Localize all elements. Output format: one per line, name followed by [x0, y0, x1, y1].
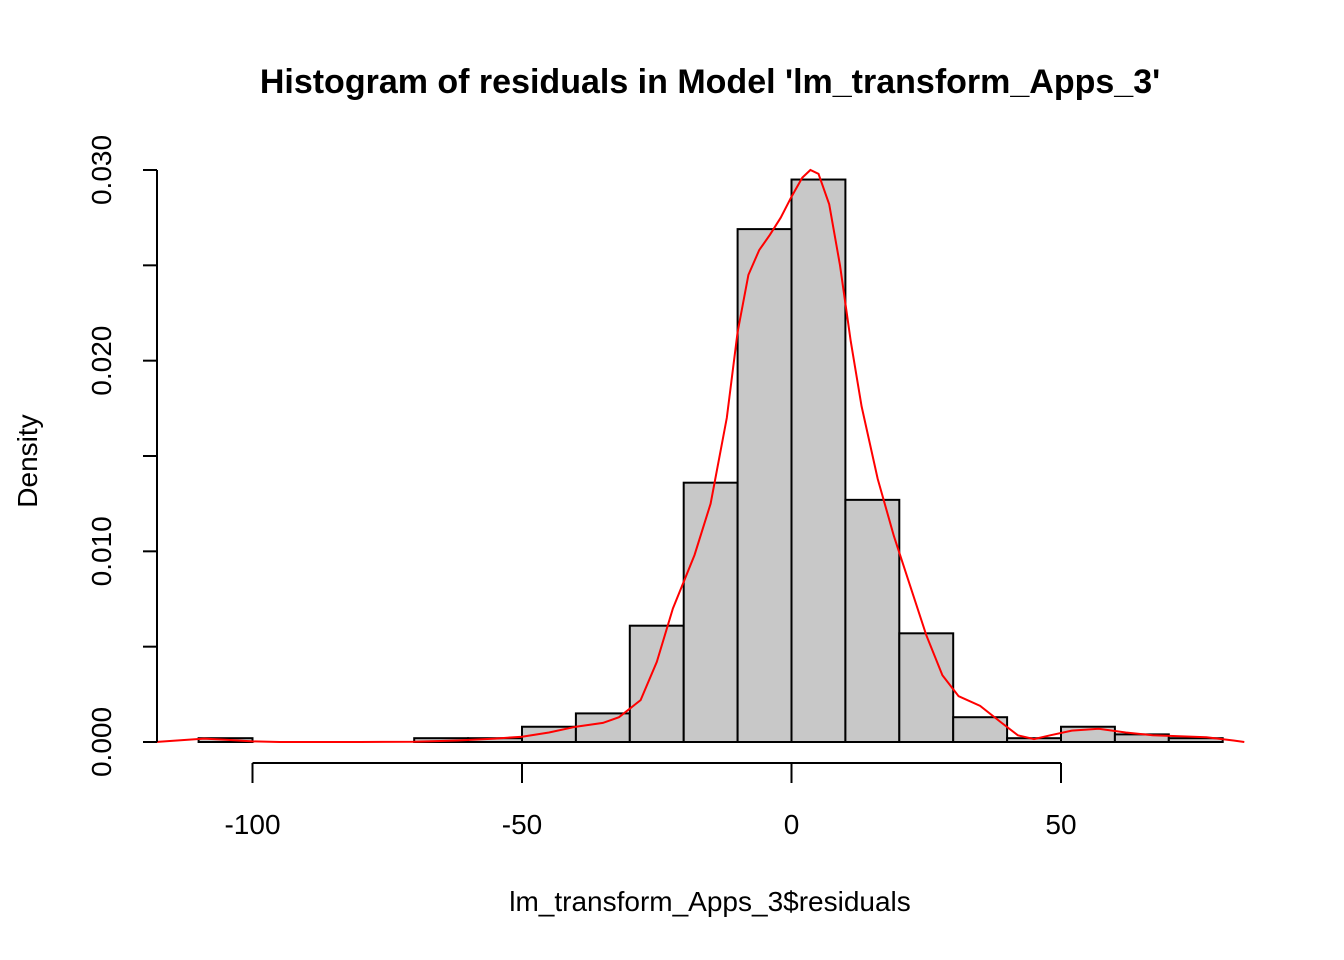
- y-tick-label: 0.030: [86, 135, 117, 205]
- x-axis-label: lm_transform_Apps_3$residuals: [509, 886, 911, 917]
- histogram-bars: [197, 178, 1224, 744]
- x-tick-label: -50: [502, 809, 542, 840]
- x-tick-label: 50: [1045, 809, 1076, 840]
- histogram-bar: [790, 178, 847, 744]
- histogram-bar: [628, 624, 685, 744]
- histogram-bar: [682, 481, 739, 743]
- x-tick-label: 0: [784, 809, 800, 840]
- histogram-bar: [898, 632, 955, 744]
- y-axis-label: Density: [12, 414, 43, 507]
- y-axis: 0.000 0.010 0.020 0.030: [86, 135, 158, 777]
- histogram-bar: [844, 498, 901, 743]
- x-axis: -100 -50 0 50: [224, 762, 1077, 840]
- y-tick-label: 0.000: [86, 707, 117, 777]
- y-tick-label: 0.010: [86, 516, 117, 586]
- chart-title: Histogram of residuals in Model 'lm_tran…: [260, 63, 1160, 101]
- histogram-bar: [952, 716, 1009, 743]
- x-tick-label: -100: [224, 809, 280, 840]
- y-tick-label: 0.020: [86, 326, 117, 396]
- density-curve: [155, 168, 1245, 743]
- histogram-bar: [574, 712, 631, 744]
- histogram-bar: [736, 228, 793, 743]
